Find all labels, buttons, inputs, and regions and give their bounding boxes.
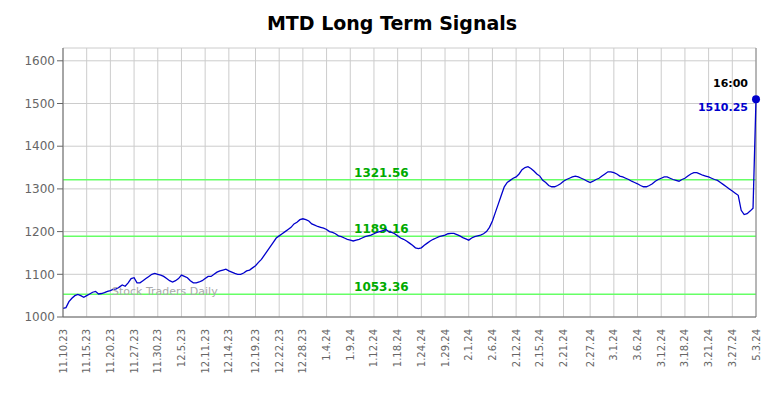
svg-text:11.15.23: 11.15.23 [81, 329, 92, 374]
svg-text:5.3.24: 5.3.24 [751, 329, 762, 361]
svg-text:11.10.23: 11.10.23 [58, 329, 69, 374]
svg-text:12.11.23: 12.11.23 [200, 329, 211, 374]
svg-text:1.18.24: 1.18.24 [392, 329, 403, 367]
svg-text:11.27.23: 11.27.23 [129, 329, 140, 374]
svg-text:1053.36: 1053.36 [354, 280, 409, 294]
svg-text:12.22.23: 12.22.23 [274, 329, 285, 374]
svg-text:11.30.23: 11.30.23 [152, 329, 163, 374]
svg-text:3.12.24: 3.12.24 [656, 329, 667, 367]
svg-text:3.27.24: 3.27.24 [727, 329, 738, 367]
svg-text:2.27.24: 2.27.24 [585, 329, 596, 367]
svg-text:1.12.24: 1.12.24 [368, 329, 379, 367]
svg-text:16:00: 16:00 [713, 77, 748, 90]
svg-text:2.21.24: 2.21.24 [558, 329, 569, 367]
svg-text:1600: 1600 [24, 54, 55, 68]
svg-text:3.1.24: 3.1.24 [608, 329, 619, 361]
svg-text:1000: 1000 [24, 310, 55, 324]
html-text:Stock Traders Daily: Stock Traders Daily [112, 285, 218, 298]
svg-text:2.15.24: 2.15.24 [534, 329, 545, 367]
svg-text:12.14.23: 12.14.23 [223, 329, 234, 374]
svg-text:1189.16: 1189.16 [354, 222, 409, 236]
svg-text:1400: 1400 [24, 139, 55, 153]
svg-text:1300: 1300 [24, 182, 55, 196]
svg-text:2.12.24: 2.12.24 [511, 329, 522, 367]
svg-text:1100: 1100 [24, 268, 55, 282]
svg-text:1500: 1500 [24, 97, 55, 111]
svg-text:3.18.24: 3.18.24 [679, 329, 690, 367]
svg-text:1.29.24: 1.29.24 [440, 329, 451, 367]
svg-text:2.1.24: 2.1.24 [463, 329, 474, 361]
svg-text:12.5.23: 12.5.23 [176, 329, 187, 367]
svg-text:3.21.24: 3.21.24 [703, 329, 714, 367]
svg-text:1200: 1200 [24, 225, 55, 239]
svg-text:1.9.24: 1.9.24 [345, 329, 356, 361]
svg-text:12.19.23: 12.19.23 [250, 329, 261, 374]
svg-text:1510.25: 1510.25 [698, 101, 748, 114]
svg-text:12.28.23: 12.28.23 [297, 329, 308, 374]
svg-text:11.20.23: 11.20.23 [105, 329, 116, 374]
svg-text:1321.56: 1321.56 [354, 166, 409, 180]
html-text:MTD Long Term Signals: MTD Long Term Signals [266, 12, 518, 34]
svg-text:1.24.24: 1.24.24 [416, 329, 427, 367]
svg-text:2.6.24: 2.6.24 [487, 329, 498, 361]
svg-text:3.6.24: 3.6.24 [632, 329, 643, 361]
svg-text:1.4.24: 1.4.24 [321, 329, 332, 361]
